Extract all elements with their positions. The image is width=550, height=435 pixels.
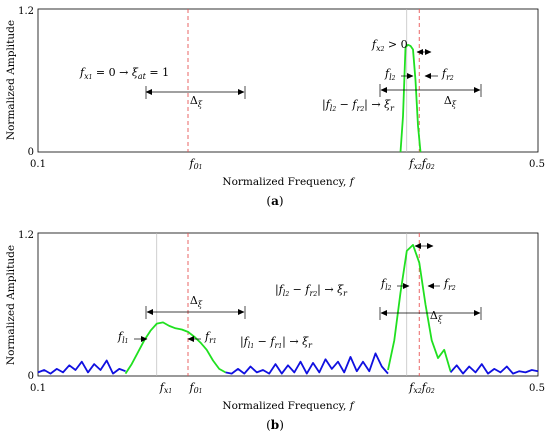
series-line-b-1-0 xyxy=(124,321,226,375)
x-tick-a-f01: f01 xyxy=(189,157,203,171)
x-axis-label-a: Normalized Frequency, f xyxy=(222,176,355,188)
x-tick-b-fx2f02: fx2f02 xyxy=(408,381,435,395)
annot-a-delta2: Δξ xyxy=(444,94,457,109)
annot-a-fx1: fx1 = 0 → ξat = 1 xyxy=(79,66,169,81)
annot-b-fr1: fr1 xyxy=(204,330,217,345)
annot-b-fl2: fl2 xyxy=(380,277,392,292)
x-axis-label-b: Normalized Frequency, f xyxy=(222,400,355,412)
annot-b-delta2: Δξ xyxy=(430,309,443,324)
series-a xyxy=(399,43,422,153)
annot-a-fl2: fl2 xyxy=(384,67,396,82)
annot-a-delta: Δξ xyxy=(190,94,203,109)
plot-frame-a xyxy=(37,8,539,153)
x-tick-b-start: 0.1 xyxy=(30,383,46,394)
annot-b-delta1: Δξ xyxy=(190,294,203,309)
series-line-b-0-1 xyxy=(225,352,389,375)
x-tick-a-end: 0.5 xyxy=(529,159,545,170)
panel-b: 1.2 0 0.1 fx1 f01 fx2f02 0.5 Normalized … xyxy=(5,230,545,432)
annot-b-fr2: fr2 xyxy=(443,277,456,292)
y-axis-label-a: Normalized Amplitude xyxy=(5,20,17,140)
panel-label-a: (a) xyxy=(266,194,283,208)
annot-b-abs2: |fl2 − fr2| → ξr xyxy=(275,283,348,298)
x-tick-a-fx2f02: fx2f02 xyxy=(408,157,435,171)
annot-b-fl1: fl1 xyxy=(117,330,128,345)
reference-lines-a xyxy=(187,9,420,152)
series-b xyxy=(37,243,539,375)
annot-b-abs1: |fl1 − fr1| → ξr xyxy=(240,335,313,350)
x-tick-b-fx1: fx1 xyxy=(159,381,172,395)
y-tick-b-zero: 0 xyxy=(28,371,34,382)
plot-frame-b xyxy=(37,232,539,377)
x-tick-b-end: 0.5 xyxy=(529,383,545,394)
series-line-b-0-0 xyxy=(37,359,126,375)
y-tick-a-top: 1.2 xyxy=(18,6,34,17)
reference-lines-b xyxy=(156,233,420,376)
x-tick-b-f01: f01 xyxy=(189,381,203,395)
panel-a: 1.2 0 0.1 f01 fx2f02 0.5 Normalized Ampl… xyxy=(5,6,545,208)
y-tick-b-top: 1.2 xyxy=(18,230,34,241)
annot-a-fr2: fr2 xyxy=(441,67,454,82)
series-line-b-0-2 xyxy=(449,363,539,375)
x-tick-a-start: 0.1 xyxy=(30,159,46,170)
annot-a-fx2-gt0: fx2 > 0 xyxy=(371,38,408,53)
series-line-b-1-1 xyxy=(387,243,452,372)
series-line-a-1-0 xyxy=(399,43,422,153)
panel-label-b: (b) xyxy=(266,418,284,432)
annot-a-abs: |fl2 − fr2| → ξr xyxy=(322,98,395,113)
y-tick-a-zero: 0 xyxy=(28,147,34,158)
y-axis-label-b: Normalized Amplitude xyxy=(5,245,17,365)
